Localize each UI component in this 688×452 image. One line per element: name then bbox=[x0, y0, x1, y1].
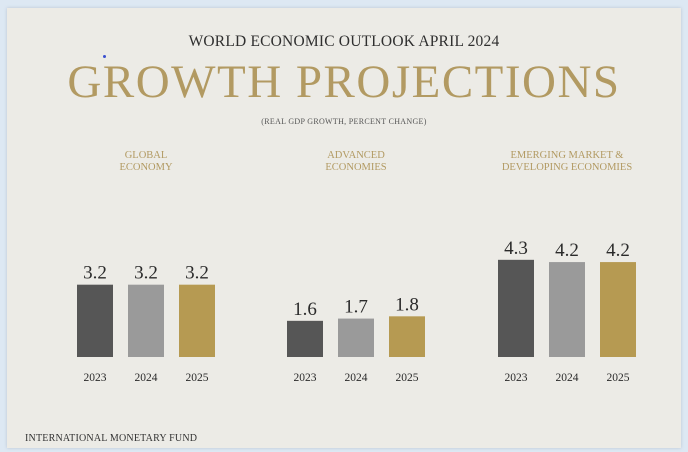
value-label-1-2023: 1.6 bbox=[293, 299, 317, 320]
bar-2-2023 bbox=[498, 259, 534, 357]
tick-label-2-2023: 2023 bbox=[505, 372, 528, 384]
tick-label-0-2023: 2023 bbox=[84, 372, 107, 384]
group-title-0-line-0: GLOBAL bbox=[125, 150, 168, 161]
value-label-0-2024: 3.2 bbox=[134, 263, 158, 284]
value-label-1-2025: 1.8 bbox=[395, 294, 419, 315]
bar-2-2024 bbox=[549, 262, 585, 357]
subtitle: (REAL GDP GROWTH, PERCENT CHANGE) bbox=[261, 117, 427, 126]
tick-label-1-2025: 2025 bbox=[396, 372, 419, 384]
tick-label-2-2024: 2024 bbox=[556, 372, 579, 384]
tick-label-1-2024: 2024 bbox=[345, 372, 368, 384]
super-title: WORLD ECONOMIC OUTLOOK APRIL 2024 bbox=[188, 33, 500, 50]
tick-label-0-2024: 2024 bbox=[135, 372, 158, 384]
stray-dot bbox=[103, 55, 106, 58]
value-label-2-2024: 4.2 bbox=[555, 240, 579, 261]
page-title: GROWTH PROJECTIONS bbox=[67, 56, 621, 108]
bar-0-2024 bbox=[128, 284, 164, 357]
bar-0-2025 bbox=[179, 284, 215, 357]
group-title-0-line-1: ECONOMY bbox=[119, 162, 173, 173]
group-title-2-line-1: DEVELOPING ECONOMIES bbox=[502, 162, 633, 173]
value-label-2-2023: 4.3 bbox=[504, 238, 528, 259]
value-label-0-2025: 3.2 bbox=[185, 263, 209, 284]
bar-0-2023 bbox=[77, 284, 113, 357]
tick-label-2-2025: 2025 bbox=[607, 372, 630, 384]
value-label-2-2025: 4.2 bbox=[606, 240, 630, 261]
group-title-2-line-0: EMERGING MARKET & bbox=[511, 150, 624, 161]
value-label-0-2023: 3.2 bbox=[83, 263, 107, 284]
bar-1-2023 bbox=[287, 320, 323, 357]
group-title-1-line-1: ECONOMIES bbox=[325, 162, 386, 173]
value-label-1-2024: 1.7 bbox=[344, 297, 368, 318]
source-label: INTERNATIONAL MONETARY FUND bbox=[25, 433, 198, 444]
tick-label-0-2025: 2025 bbox=[186, 372, 209, 384]
bar-2-2025 bbox=[600, 262, 636, 357]
bar-1-2024 bbox=[338, 318, 374, 357]
bar-1-2025 bbox=[389, 316, 425, 357]
infographic-card: WORLD ECONOMIC OUTLOOK APRIL 2024 GROWTH… bbox=[7, 8, 681, 448]
tick-label-1-2023: 2023 bbox=[294, 372, 317, 384]
group-title-1-line-0: ADVANCED bbox=[327, 150, 385, 161]
